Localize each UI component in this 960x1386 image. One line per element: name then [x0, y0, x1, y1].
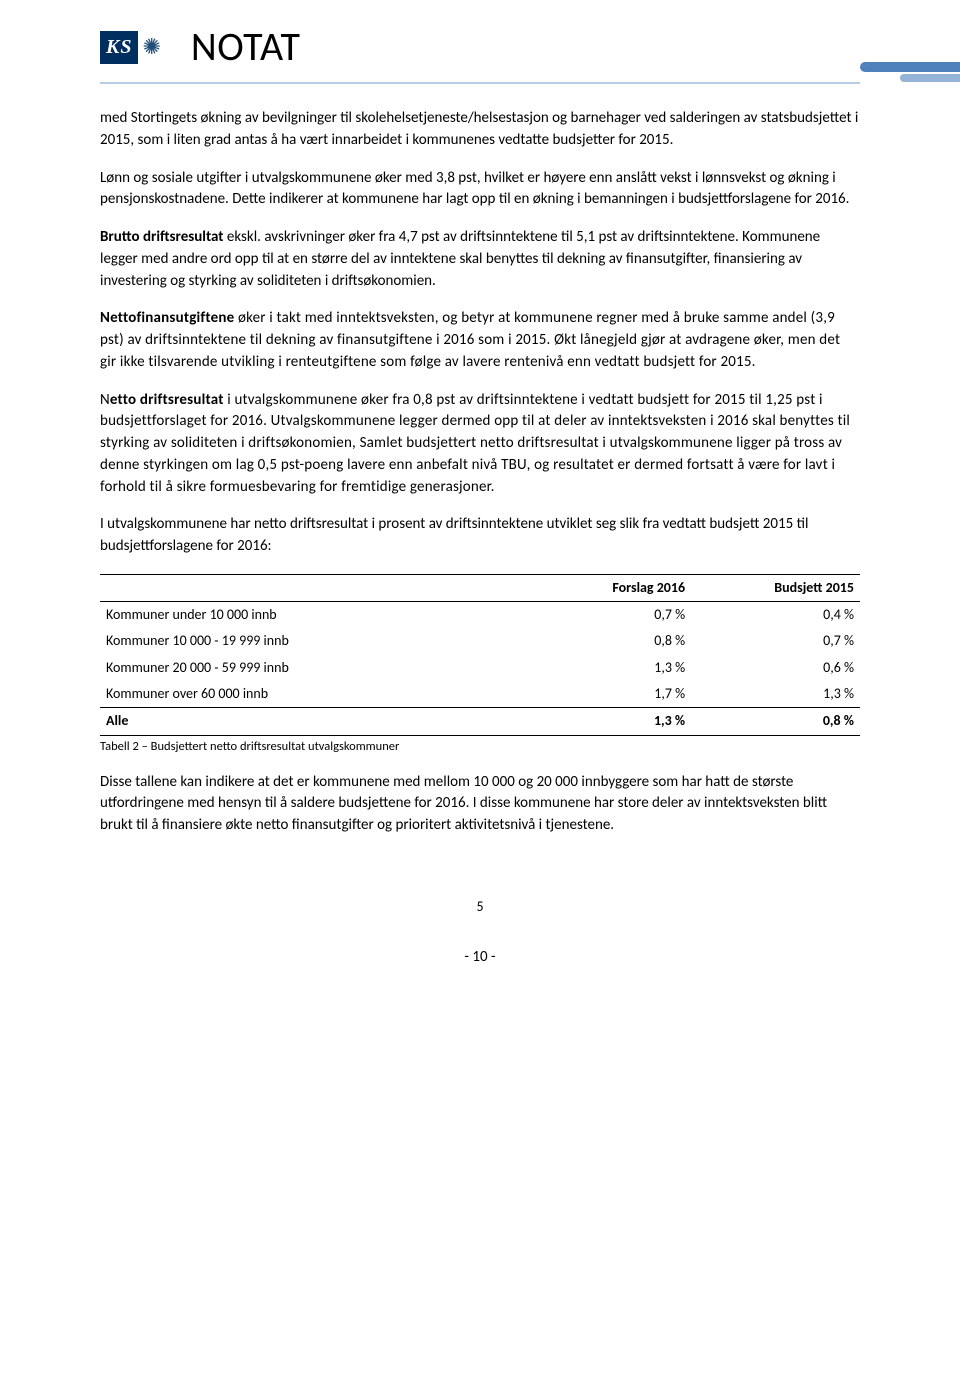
paragraph: Nettofinansutgiftene øker i takt med inn…	[100, 308, 860, 373]
table-footer-row: Alle 1,3 % 0,8 %	[100, 708, 860, 735]
table-cell: Kommuner 20 000 - 59 999 innb	[100, 655, 522, 681]
table-cell: Alle	[100, 708, 522, 735]
table-cell: 1,7 %	[522, 681, 691, 708]
table-caption: Tabell 2 – Budsjettert netto driftsresul…	[100, 738, 860, 756]
paragraph: Netto driftsresultat i utvalgskommunene …	[100, 390, 860, 499]
table-cell: 1,3 %	[522, 655, 691, 681]
paragraph: Lønn og sosiale utgifter i utvalgskommun…	[100, 168, 860, 212]
table-cell: 0,7 %	[522, 602, 691, 629]
table-cell: Kommuner under 10 000 innb	[100, 602, 522, 629]
document-title: NOTAT	[191, 18, 301, 76]
outer-page-number: - 10 -	[100, 947, 860, 969]
table-cell: 0,7 %	[691, 628, 860, 654]
table-cell: 0,8 %	[691, 708, 860, 735]
inner-page-number: 5	[100, 897, 860, 917]
table-header: Budsjett 2015	[691, 574, 860, 601]
logo: KS ✺	[100, 31, 161, 64]
table-row: Kommuner under 10 000 innb 0,7 % 0,4 %	[100, 602, 860, 629]
table-header-row: Forslag 2016 Budsjett 2015	[100, 574, 860, 601]
paragraph: I utvalgskommunene har netto driftsresul…	[100, 514, 860, 558]
table-cell: 0,4 %	[691, 602, 860, 629]
logo-text: KS	[100, 31, 138, 64]
paragraph: Disse tallene kan indikere at det er kom…	[100, 772, 860, 837]
page-header: KS ✺ NOTAT	[100, 18, 860, 84]
bold-lead: Nettofinansutgiftene	[100, 309, 234, 327]
table-cell: 1,3 %	[691, 681, 860, 708]
para-lead-char: N	[100, 391, 110, 409]
results-table: Forslag 2016 Budsjett 2015 Kommuner unde…	[100, 574, 860, 736]
header-decoration	[850, 58, 960, 82]
table-row: Kommuner 20 000 - 59 999 innb 1,3 % 0,6 …	[100, 655, 860, 681]
table-row: Kommuner over 60 000 innb 1,7 % 1,3 %	[100, 681, 860, 708]
table-cell: 1,3 %	[522, 708, 691, 735]
table-row: Kommuner 10 000 - 19 999 innb 0,8 % 0,7 …	[100, 628, 860, 654]
table-cell: 0,8 %	[522, 628, 691, 654]
bold-lead: etto driftsresultat	[110, 391, 224, 409]
table-cell: Kommuner over 60 000 innb	[100, 681, 522, 708]
paragraph: Brutto driftsresultat ekskl. avskrivning…	[100, 227, 860, 292]
table-header	[100, 574, 522, 601]
table-cell: 0,6 %	[691, 655, 860, 681]
logo-emblem-icon: ✺	[142, 31, 160, 63]
bold-lead: Brutto driftsresultat	[100, 228, 223, 246]
table-header: Forslag 2016	[522, 574, 691, 601]
paragraph: med Stortingets økning av bevilgninger t…	[100, 108, 860, 152]
table-cell: Kommuner 10 000 - 19 999 innb	[100, 628, 522, 654]
